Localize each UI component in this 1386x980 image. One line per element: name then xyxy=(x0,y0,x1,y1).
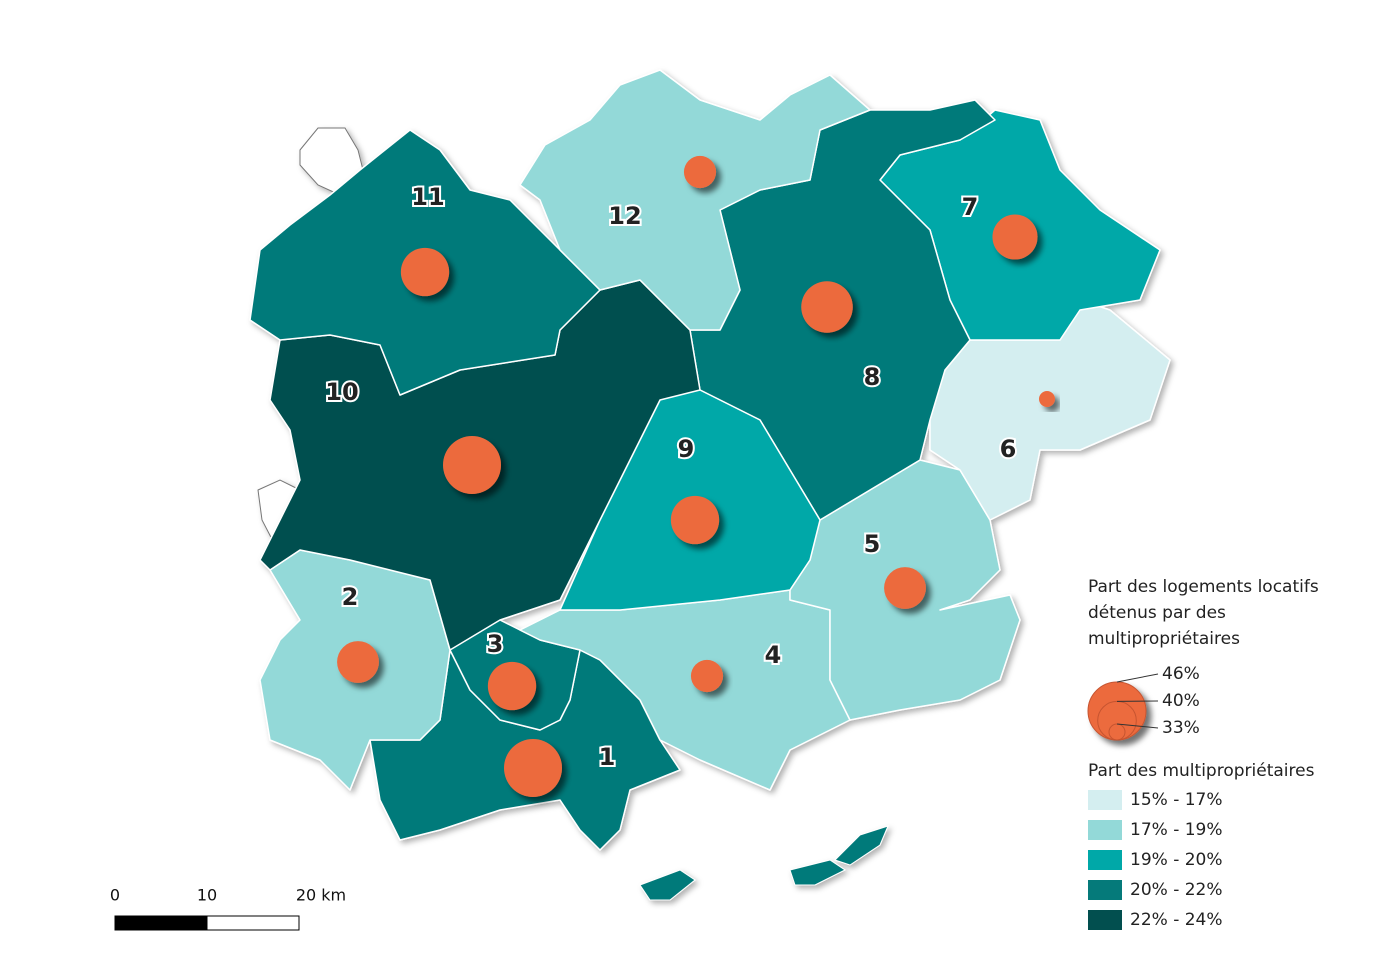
legend-circle xyxy=(1108,723,1126,741)
proportional-circle xyxy=(670,495,720,545)
region-label: 11 xyxy=(411,183,444,211)
island xyxy=(834,825,889,866)
proportional-circle xyxy=(690,659,724,693)
region xyxy=(519,69,871,331)
legend-label: 40% xyxy=(1162,691,1200,711)
legend-label: 33% xyxy=(1162,718,1200,738)
region-label: 7 xyxy=(962,193,979,221)
region-label: 6 xyxy=(1000,435,1017,463)
proportional-circle xyxy=(400,247,450,297)
proportional-circle xyxy=(443,436,501,494)
legend-swatch xyxy=(1088,820,1122,840)
proportional-circle xyxy=(801,281,853,333)
scale-label: 10 xyxy=(197,886,217,905)
proportional-circle xyxy=(487,661,537,711)
scale-label: 20 km xyxy=(296,886,346,905)
proportional-circle xyxy=(337,641,379,683)
legend-label: 17% - 19% xyxy=(1130,820,1223,840)
circles xyxy=(337,155,1055,797)
proportional-circle xyxy=(884,567,926,609)
proportional-circle xyxy=(504,739,562,797)
legend-label: 20% - 22% xyxy=(1130,880,1223,900)
proportional-circle xyxy=(992,214,1038,260)
legend-label: 22% - 24% xyxy=(1130,910,1223,930)
legend-swatch xyxy=(1088,910,1122,930)
regions xyxy=(249,69,1171,851)
legend-title: multipropriétaires xyxy=(1088,629,1240,649)
legend-title: Part des multipropriétaires xyxy=(1088,761,1315,781)
island xyxy=(639,869,696,901)
legend-label: 46% xyxy=(1162,664,1200,684)
region-label: 3 xyxy=(487,630,504,658)
island xyxy=(789,859,846,886)
legend-title: Part des logements locatifs xyxy=(1088,577,1319,597)
proportional-circle xyxy=(683,155,717,189)
legend-label: 19% - 20% xyxy=(1130,850,1223,870)
legend-title: détenus par des xyxy=(1088,603,1226,623)
region-label: 1 xyxy=(599,743,616,771)
scale-bar: 0 10 20 km xyxy=(110,886,346,931)
region-label: 4 xyxy=(765,641,782,669)
legend-swatch xyxy=(1088,790,1122,810)
legend-label: 15% - 17% xyxy=(1130,790,1223,810)
legend: Part des logements locatifs détenus par d… xyxy=(1087,577,1319,930)
legend-leader xyxy=(1116,723,1159,729)
region-label: 5 xyxy=(864,530,881,558)
region-label: 10 xyxy=(325,378,358,406)
scale-label: 0 xyxy=(110,886,120,905)
region-label: 2 xyxy=(342,583,359,611)
region-label: 9 xyxy=(678,435,695,463)
region-label: 12 xyxy=(608,202,641,230)
proportional-circle xyxy=(1039,391,1055,407)
legend-swatch xyxy=(1088,880,1122,900)
scale-segment xyxy=(206,915,300,931)
legend-swatch xyxy=(1088,850,1122,870)
scale-segment xyxy=(114,915,208,931)
region-label: 8 xyxy=(864,363,881,391)
legend-leader xyxy=(1116,673,1159,683)
